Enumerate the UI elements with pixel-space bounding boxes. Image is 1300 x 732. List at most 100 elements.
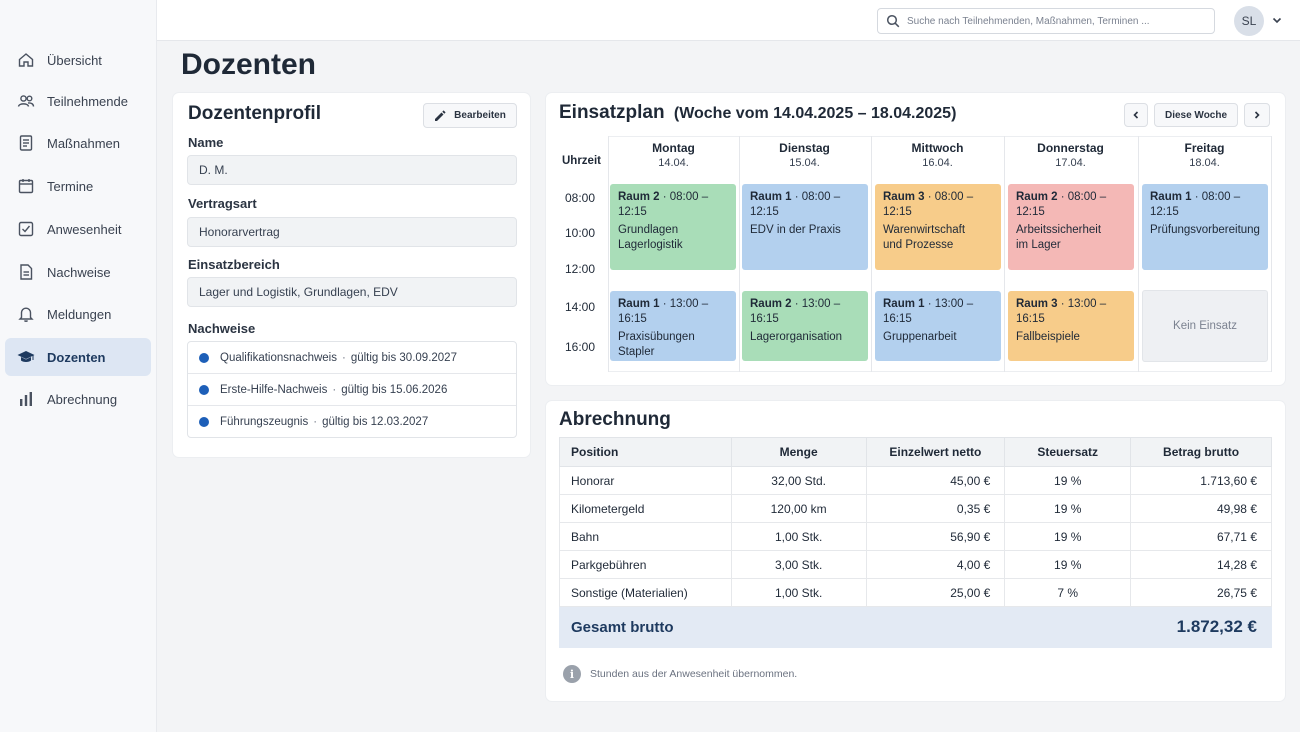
day-name: Dienstag <box>779 141 830 155</box>
unit-price-cell: 0,35 € <box>865 494 1006 523</box>
cert-valid: gültig bis 15.06.2026 <box>341 383 448 396</box>
total-value: 1.872,32 € <box>1130 606 1272 648</box>
event-room: Raum 1 <box>750 191 792 203</box>
event-title: Gruppenarbeit <box>883 330 957 343</box>
table-header-row: Position Menge Einzelwert netto Steuersa… <box>559 437 1272 467</box>
event-title: Prüfungsvorbereitung <box>1150 223 1260 236</box>
position-cell: Bahn <box>559 522 732 551</box>
grid-line <box>1004 136 1005 372</box>
search-box[interactable] <box>877 8 1215 34</box>
cert-name: Qualifikationsnachweis <box>220 351 337 364</box>
sidebar-item-massnahmen[interactable]: Maßnahmen <box>5 124 151 162</box>
info-note: i Stunden aus der Anwesenheit übernommen… <box>563 665 797 683</box>
this-week-button[interactable]: Diese Woche <box>1154 103 1238 127</box>
grid-line <box>739 136 740 372</box>
name-label: Name <box>188 135 224 150</box>
chevron-right-icon <box>1254 111 1260 119</box>
status-dot <box>199 417 209 427</box>
sidebar-item-nachweise[interactable]: Nachweise <box>5 253 151 291</box>
day-name: Mittwoch <box>911 141 964 155</box>
schedule-event[interactable]: Raum 1 · 08:00 – 12:15 EDV in der Praxis <box>742 184 868 270</box>
sidebar-item-uebersicht[interactable]: Übersicht <box>5 41 151 79</box>
sidebar-item-label: Abrechnung <box>47 391 118 407</box>
sidebar-item-label: Maßnahmen <box>47 135 120 151</box>
status-dot <box>199 384 209 395</box>
cert-item[interactable]: Qualifikationsnachweis · gültig bis 30.0… <box>188 342 516 374</box>
sidebar-item-label: Anwesenheit <box>47 221 122 237</box>
grid-line <box>608 136 609 372</box>
sidebar-item-label: Meldungen <box>47 306 112 322</box>
status-dot <box>199 352 209 363</box>
schedule-event[interactable]: Raum 2 · 08:00 – 12:15 Grundlagen Lagerl… <box>610 184 736 270</box>
day-name: Donnerstag <box>1037 141 1104 155</box>
tax-cell: 19 % <box>1004 522 1132 551</box>
area-label: Einsatzbereich <box>188 257 280 272</box>
sidebar-item-label: Übersicht <box>47 52 102 68</box>
contract-label: Vertragsart <box>188 196 257 211</box>
table-row: Kilometergeld 120,00 km 0,35 € 19 % 49,9… <box>559 494 1272 523</box>
edit-button-label: Bearbeiten <box>454 110 506 121</box>
time-label: 12:00 <box>565 262 596 276</box>
event-title: Lagerorganisation <box>750 330 843 343</box>
next-week-button[interactable] <box>1244 103 1270 127</box>
schedule-event[interactable]: Raum 2 · 13:00 – 16:15 Lagerorganisation <box>742 291 868 361</box>
cert-item[interactable]: Erste-Hilfe-Nachweis · gültig bis 15.06.… <box>188 374 516 406</box>
schedule-grid <box>608 136 1272 372</box>
column-header: Einzelwert netto <box>865 437 1006 467</box>
billing-card: Abrechnung Position Menge Einzelwert net… <box>546 401 1285 701</box>
profile-title: Dozentenprofil <box>188 103 321 124</box>
chevron-down-icon[interactable] <box>1270 13 1284 27</box>
sidebar-item-termine[interactable]: Termine <box>5 167 151 205</box>
gross-cell: 67,71 € <box>1130 522 1272 551</box>
event-title: Grundlagen Lagerlogistik <box>618 223 683 251</box>
chevron-left-icon <box>1133 111 1139 119</box>
time-label: 10:00 <box>565 226 596 240</box>
day-date: 15.04. <box>789 157 820 169</box>
prev-week-button[interactable] <box>1124 103 1148 127</box>
name-field: D. M. <box>187 155 517 185</box>
sidebar: Übersicht Teilnehmende Maßnahmen Termine… <box>0 0 157 732</box>
position-cell: Parkgebühren <box>559 550 732 579</box>
document-icon <box>19 135 33 151</box>
event-time: · 08:00 – 12:15 <box>1150 191 1241 218</box>
avatar[interactable]: SL <box>1234 6 1264 36</box>
column-header: Menge <box>730 437 867 467</box>
quantity-cell: 120,00 km <box>730 494 867 523</box>
schedule-event[interactable]: Raum 2 · 08:00 – 12:15 Arbeitssicherheit… <box>1008 184 1134 270</box>
day-header-friday: Freitag 18.04. <box>1138 141 1271 169</box>
cert-item[interactable]: Führungszeugnis · gültig bis 12.03.2027 <box>188 406 516 438</box>
cert-name: Erste-Hilfe-Nachweis <box>220 383 328 396</box>
bar-chart-icon <box>20 392 32 406</box>
schedule-event[interactable]: Raum 1 · 08:00 – 12:15 Prüfungsvorbereit… <box>1142 184 1268 270</box>
time-label: 16:00 <box>565 340 596 354</box>
edit-button[interactable]: Bearbeiten <box>423 103 517 128</box>
event-room: Raum 3 <box>1016 298 1058 310</box>
certs-label: Nachweise <box>188 321 256 336</box>
unit-price-cell: 25,00 € <box>865 578 1006 607</box>
position-cell: Sonstige (Materialien) <box>559 578 732 607</box>
column-header: Steuersatz <box>1004 437 1132 467</box>
position-cell: Honorar <box>559 466 732 495</box>
home-icon <box>18 53 34 67</box>
schedule-event[interactable]: Raum 1 · 13:00 – 16:15 Praxisübungen Sta… <box>610 291 736 361</box>
sidebar-item-abrechnung[interactable]: Abrechnung <box>5 380 151 418</box>
sidebar-item-anwesenheit[interactable]: Anwesenheit <box>5 210 151 248</box>
no-assignment-slot: Kein Einsatz <box>1142 290 1268 362</box>
separator: · <box>313 416 318 428</box>
event-title: EDV in der Praxis <box>750 223 841 236</box>
sidebar-item-label: Termine <box>47 178 94 194</box>
schedule-event[interactable]: Raum 1 · 13:00 – 16:15 Gruppenarbeit <box>875 291 1001 361</box>
sidebar-item-meldungen[interactable]: Meldungen <box>5 295 151 333</box>
event-time: · 08:00 – 12:15 <box>618 191 709 218</box>
column-header: Position <box>559 437 732 467</box>
schedule-event[interactable]: Raum 3 · 13:00 – 16:15 Fallbeispiele <box>1008 291 1134 361</box>
sidebar-item-teilnehmende[interactable]: Teilnehmende <box>5 82 151 120</box>
search-icon <box>886 14 900 28</box>
schedule-event[interactable]: Raum 3 · 08:00 – 12:15 Warenwirtschaft u… <box>875 184 1001 270</box>
billing-table: Position Menge Einzelwert netto Steuersa… <box>558 437 1272 648</box>
day-header-thursday: Donnerstag 17.04. <box>1004 141 1137 169</box>
search-input[interactable] <box>907 15 1207 27</box>
sidebar-item-dozenten[interactable]: Dozenten <box>5 338 151 376</box>
gross-cell: 14,28 € <box>1130 550 1272 579</box>
event-room: Raum 2 <box>618 191 660 203</box>
